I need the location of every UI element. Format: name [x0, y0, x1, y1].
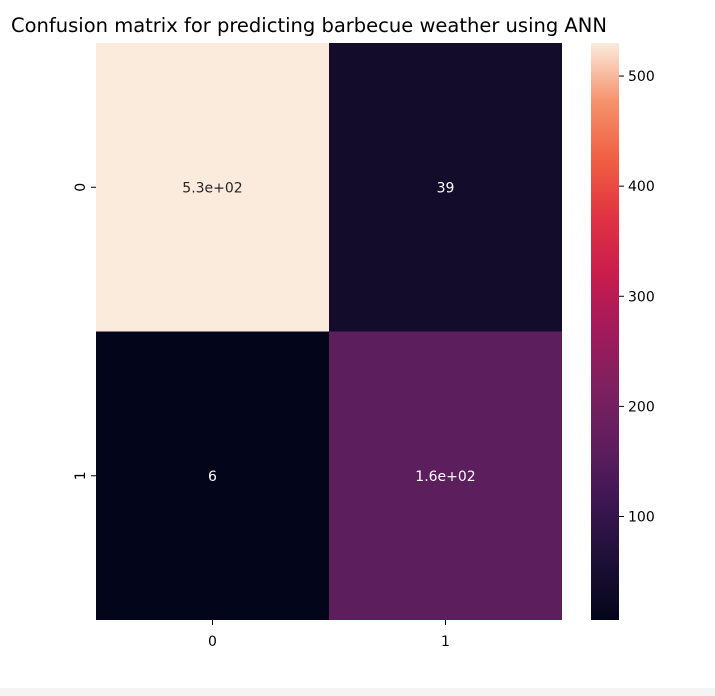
colorbar — [591, 43, 619, 620]
x-tick-label: 1 — [441, 634, 450, 650]
page-footer-band — [0, 688, 715, 696]
colorbar-axis: 100 200 300 400 500 — [619, 69, 655, 525]
x-tick-label: 0 — [208, 634, 217, 650]
chart-title: Confusion matrix for predicting barbecue… — [11, 14, 607, 37]
colorbar-tick-label: 100 — [628, 509, 655, 525]
y-tick-label: 0 — [73, 183, 89, 192]
heatmap-cell-0-1 — [329, 43, 562, 332]
y-tick-label: 1 — [73, 471, 89, 480]
cell-annotation-0-0: 5.3e+02 — [182, 180, 242, 196]
cell-annotation-1-0: 6 — [208, 469, 217, 485]
colorbar-tick-label: 200 — [628, 399, 655, 415]
heatmap-cell-0-0 — [96, 43, 329, 332]
colorbar-tick-label: 400 — [628, 179, 655, 195]
heatmap-cell-1-1 — [329, 331, 562, 620]
heatmap-cell-1-0 — [96, 331, 329, 620]
heatmap-annotations: 5.3e+02 39 6 1.6e+02 — [182, 180, 475, 485]
heatmap-cells — [96, 43, 562, 620]
colorbar-tick-label: 500 — [628, 69, 655, 85]
y-axis: 01 — [73, 183, 96, 480]
cell-annotation-1-1: 1.6e+02 — [415, 469, 475, 485]
colorbar-tick-label: 300 — [628, 289, 655, 305]
cell-annotation-0-1: 39 — [437, 180, 455, 196]
